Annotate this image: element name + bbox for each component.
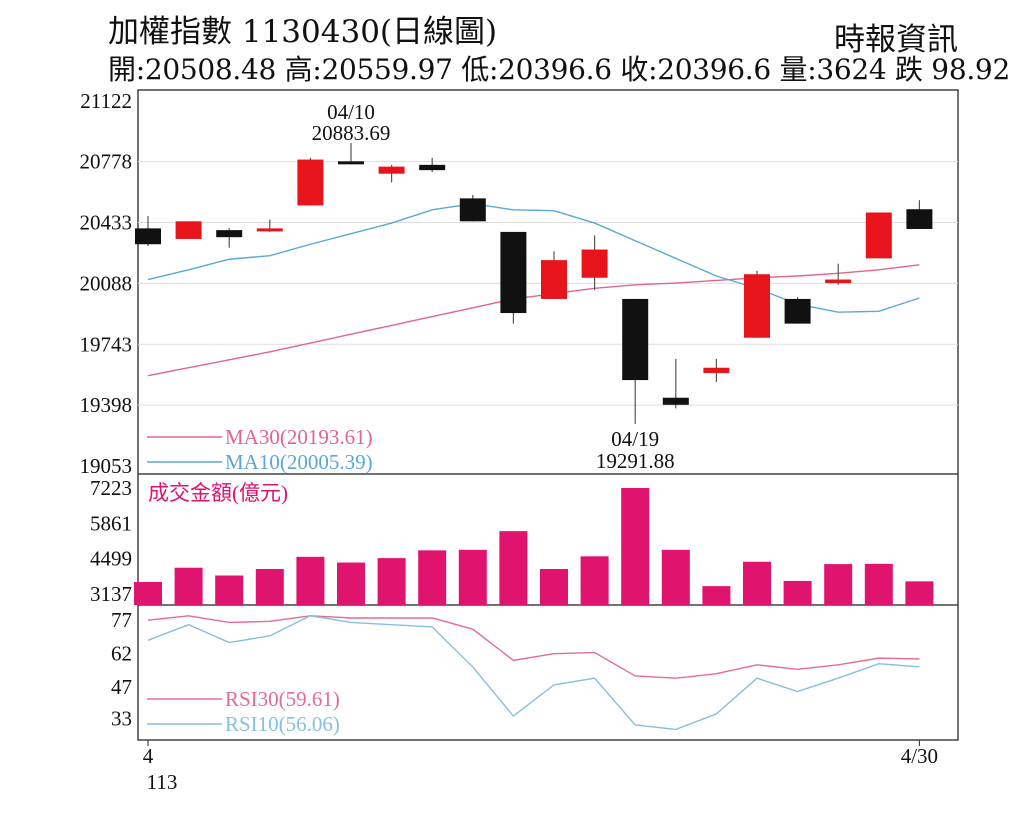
rsi-tick-label: 62 xyxy=(111,642,132,666)
candle-body xyxy=(500,231,527,314)
volume-bar xyxy=(337,562,365,605)
candlestick-series xyxy=(135,143,933,424)
volume-bar xyxy=(458,549,487,605)
rsi30-legend-label: RSI30(59.61) xyxy=(225,687,340,711)
volume-bar xyxy=(580,556,609,605)
volume-bar xyxy=(418,550,447,605)
ma-legend: MA30(20193.61)MA10(20005.39) xyxy=(147,425,373,474)
rsi-tick-label: 33 xyxy=(111,706,132,730)
price-tick-label: 21122 xyxy=(80,89,132,113)
price-tick-label: 20778 xyxy=(80,150,133,174)
x-start-sublabel: 113 xyxy=(147,770,178,794)
rsi-tick-label: 47 xyxy=(111,675,132,699)
rsi-axis-ticks: 77 62 47 33 xyxy=(111,608,132,730)
candle-body xyxy=(784,298,811,324)
volume-tick-label: 4499 xyxy=(90,547,132,571)
candle-body xyxy=(744,274,770,338)
ohlc-summary: 開:20508.48 高:20559.97 低:20396.6 收:20396.… xyxy=(108,53,1010,86)
chart-title: 加權指數 1130430(日線圖) xyxy=(108,14,498,50)
candle-body xyxy=(662,397,689,405)
annotation-value: 19291.88 xyxy=(596,449,675,473)
price-axis-ticks: 21122 20778 20433 20088 19743 19398 19053 xyxy=(80,89,133,478)
ma30-line xyxy=(147,264,920,377)
volume-bar xyxy=(783,580,812,605)
x-end-label: 4/30 xyxy=(901,744,938,768)
volume-axis-ticks: 成交金額(億元) 7223 5861 4499 3137 xyxy=(90,476,288,606)
volume-bar-series xyxy=(134,488,934,605)
candle-body xyxy=(297,159,324,206)
volume-tick-label: 7223 xyxy=(90,476,132,500)
rsi-tick-label: 77 xyxy=(111,608,132,632)
volume-bar xyxy=(134,581,162,605)
rsi-lines xyxy=(147,615,920,731)
candle-body xyxy=(459,198,486,222)
volume-bar xyxy=(174,567,203,605)
volume-bar xyxy=(743,561,771,605)
rsi10-line xyxy=(147,615,920,731)
chart-border xyxy=(137,89,959,741)
candle-body xyxy=(338,161,364,165)
candle-body xyxy=(216,230,243,238)
candle-body xyxy=(581,249,608,278)
volume-tick-label: 3137 xyxy=(90,582,132,606)
ma10-legend-label: MA10(20005.39) xyxy=(225,450,373,474)
price-tick-label: 19053 xyxy=(80,454,133,478)
price-tick-label: 19398 xyxy=(80,393,133,417)
candle-body xyxy=(378,166,405,174)
volume-bar xyxy=(661,549,690,605)
volume-bar xyxy=(255,569,284,605)
volume-bar xyxy=(864,563,893,605)
volume-bar xyxy=(215,575,244,605)
candle-body xyxy=(622,298,649,381)
volume-bar xyxy=(621,488,650,605)
candle-body xyxy=(419,164,446,171)
volume-bar xyxy=(540,569,568,605)
chart-frame xyxy=(137,89,959,741)
rsi-legend: RSI30(59.61)RSI10(56.06) xyxy=(147,687,340,736)
candle-body xyxy=(825,279,852,284)
annotation-value: 20883.69 xyxy=(312,121,391,145)
x-start-label: 4 xyxy=(143,744,154,768)
candle-body xyxy=(175,221,202,239)
annotation-date: 04/10 xyxy=(327,100,375,124)
volume-bar xyxy=(702,586,731,605)
annotation-date: 04/19 xyxy=(611,427,659,451)
price-tick-label: 20088 xyxy=(80,271,133,295)
rsi10-legend-label: RSI10(56.06) xyxy=(225,712,340,736)
volume-tick-label: 5861 xyxy=(90,511,132,535)
volume-panel-title: 成交金額(億元) xyxy=(148,481,288,505)
candle-body xyxy=(906,209,933,229)
volume-bar xyxy=(824,564,853,605)
ma30-legend-label: MA30(20193.61) xyxy=(225,425,373,449)
candle-body xyxy=(865,212,892,259)
candle-body xyxy=(135,228,161,245)
price-tick-label: 20433 xyxy=(80,211,133,235)
data-source-label: 時報資訊 xyxy=(834,22,958,58)
candle-body xyxy=(541,260,567,299)
volume-bar xyxy=(499,531,528,605)
price-tick-label: 19743 xyxy=(80,332,133,356)
candle-body xyxy=(703,367,730,374)
volume-bar xyxy=(377,558,406,605)
volume-bar xyxy=(296,556,325,605)
rsi30-line xyxy=(147,615,920,679)
candle-body xyxy=(256,228,283,232)
volume-bar xyxy=(905,581,934,605)
